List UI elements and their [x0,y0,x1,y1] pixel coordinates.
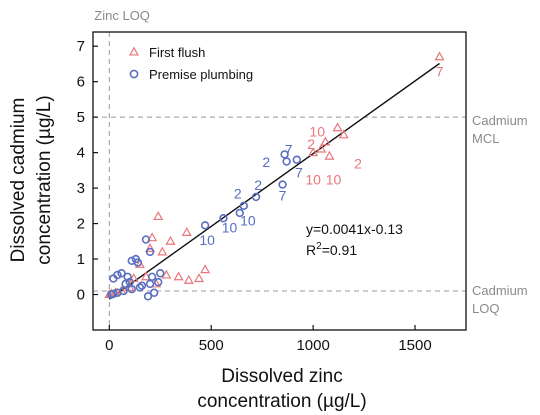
first-flush-point-7 [153,211,164,221]
cadmium-loq-label-line-1: Cadmium [472,283,528,298]
premise-plumbing-point-30 [143,292,153,301]
point-annotation-11: 2 [234,186,242,202]
r2-value: =0.91 [322,242,358,258]
x-tick-label-1000: 1000 [296,337,329,354]
point-annotation-1: 10 [309,124,325,140]
fit-r-squared: R2=0.91 [306,241,357,258]
point-annotation-12: 10 [240,212,256,228]
first-flush-point-9 [181,227,192,236]
x-tick-label-500: 500 [199,337,224,354]
first-flush-point-6 [316,143,327,153]
zinc-loq-label: Zinc LOQ [94,8,150,23]
y-axis-title-line-1: Dissolved cadmium [8,98,29,263]
first-flush-point-13 [200,264,211,274]
y-tick-label-0: 0 [77,287,85,304]
point-annotation-4: 10 [305,172,321,188]
y-axis-title-line-2: concentration (µg/L) [34,95,55,264]
premise-plumbing-point-23 [127,285,136,294]
x-tick-label-1500: 1500 [398,337,431,354]
fit-line [108,62,440,300]
fit-equation: y=0.0041x-0.13 [306,221,403,237]
premise-plumbing-point-14 [117,269,126,278]
legend-circle-icon [129,69,139,79]
point-annotation-0: 7 [436,63,444,79]
premise-plumbing-point-2 [280,150,289,159]
premise-plumbing-point-7 [219,214,228,223]
y-tick-label-1: 1 [77,251,85,268]
premise-plumbing-point-17 [109,274,118,283]
premise-plumbing-point-5 [239,201,249,211]
first-flush-point-16 [173,271,184,281]
y-tick-label-2: 2 [77,216,85,233]
x-axis-title-line-1: Dissolved zinc [221,366,342,387]
premise-plumbing-point-10 [145,247,155,257]
x-axis-title-line-2: concentration (µg/L) [197,391,366,412]
first-flush-point-26 [161,269,172,279]
cadmium-loq-label-line-2: LOQ [472,301,499,316]
premise-plumbing-point-29 [149,288,159,297]
first-flush-point-1 [332,122,343,132]
point-annotation-7: 7 [285,141,293,157]
premise-plumbing-point-28 [135,283,145,292]
first-flush-point-0 [434,51,445,61]
first-flush-point-4 [338,129,349,139]
premise-plumbing-point-9 [141,235,151,244]
y-tick-label-5: 5 [77,109,85,126]
y-tick-label-7: 7 [77,38,85,55]
cadmium-mcl-label-line-1: Cadmium [472,113,528,128]
point-annotation-10: 7 [279,188,287,204]
legend-label-first-flush: First flush [149,45,205,60]
premise-plumbing-point-19 [145,279,155,289]
premise-plumbing-point-18 [137,281,147,290]
r2-base: R [306,242,316,258]
y-tick-label-6: 6 [77,74,85,91]
premise-plumbing-point-8 [200,221,210,230]
y-tick-label-3: 3 [77,180,85,197]
first-flush-point-15 [183,274,194,284]
point-annotation-9: 2 [254,177,262,193]
premise-plumbing-point-32 [125,277,134,287]
legend: First flush Premise plumbing [128,45,253,82]
point-annotation-13: 10 [222,219,238,235]
legend-triangle-icon [128,46,140,56]
point-annotation-3: 2 [354,156,362,172]
legend-label-premise-plumbing: Premise plumbing [149,67,253,82]
point-annotation-5: 10 [326,172,342,188]
first-flush-point-14 [193,273,205,283]
point-annotation-6: 2 [262,154,270,170]
premise-plumbing-point-6 [235,208,244,218]
premise-plumbing-point-3 [278,180,287,189]
first-flush-point-11 [157,246,168,256]
first-flush-point-12 [145,242,156,252]
premise-plumbing-point-31 [121,279,130,289]
first-flush-point-2 [320,136,331,146]
premise-plumbing-point-27 [107,290,116,299]
premise-plumbing-point-21 [147,272,157,281]
y-tick-label-4: 4 [77,145,85,162]
premise-plumbing-point-4 [251,192,261,202]
premise-plumbing-point-22 [156,269,165,278]
first-flush-point-10 [165,235,176,245]
x-tick-label-0: 0 [105,337,113,354]
point-annotation-2: 2 [307,136,315,152]
plot-frame [92,31,467,331]
r2-superscript: 2 [316,241,322,252]
first-flush-point-3 [324,150,335,160]
premise-plumbing-point-1 [282,157,291,166]
legend-marker-premise-plumbing [129,69,139,79]
premise-plumbing-point-0 [292,155,302,164]
point-annotation-14: 10 [199,232,215,248]
premise-plumbing-point-20 [154,277,163,287]
first-flush-point-8 [147,232,158,242]
premise-plumbing-point-13 [133,258,143,267]
cadmium-mcl-label-line-2: MCL [472,131,499,146]
point-annotation-8: 7 [295,164,303,180]
first-flush-point-5 [308,147,319,157]
legend-marker-first-flush [128,46,140,56]
